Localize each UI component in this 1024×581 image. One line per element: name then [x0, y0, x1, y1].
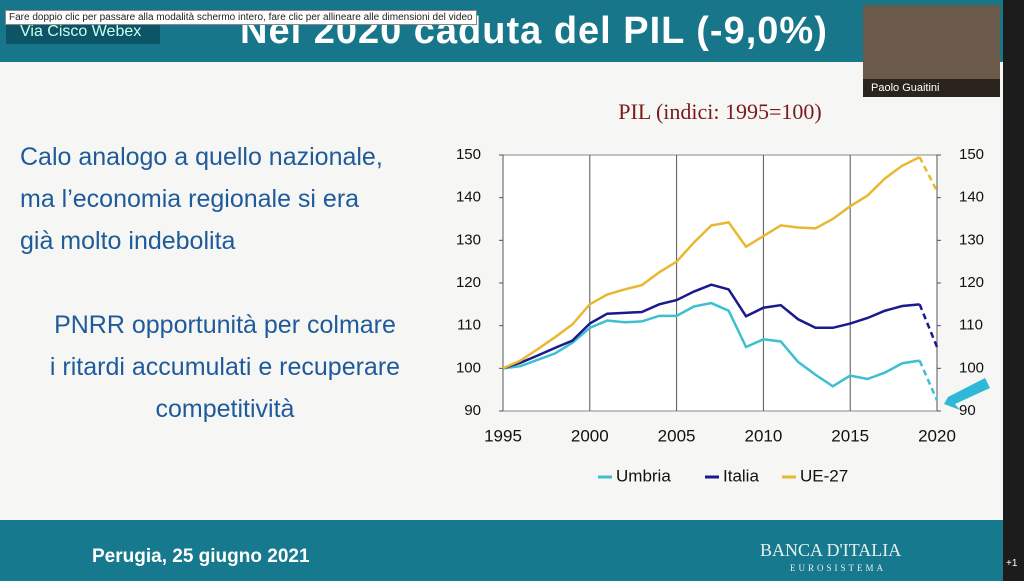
participant-name: Paolo Guaitini	[863, 79, 1000, 97]
series-line	[918, 360, 939, 401]
y2-tick-label: 100	[959, 359, 984, 376]
text-line: i ritardi accumulati e recuperare	[49, 353, 401, 381]
text-line: ma l’economia regionale si era	[20, 185, 360, 213]
arrow	[944, 378, 990, 410]
x-tick-label: 2020	[918, 426, 956, 445]
x-tick-label: 2010	[744, 426, 782, 445]
text-line: Calo analogo a quello nazionale,	[20, 143, 383, 171]
footer-date: Perugia, 25 giugno 2021	[92, 546, 310, 567]
legend-label: UE-27	[800, 466, 848, 485]
logo-sub: EUROSISTEMA	[790, 563, 887, 573]
x-tick-label: 2000	[571, 426, 609, 445]
x-tick-label: 2005	[658, 426, 696, 445]
series-line	[502, 156, 921, 370]
y2-tick-label: 120	[959, 274, 984, 291]
text-block: PNRR opportunità per colmare i ritardi a…	[20, 304, 430, 430]
badge[interactable]: +1	[1006, 558, 1018, 569]
slide: Nel 2020 caduta del PIL (-9,0%) Via Cisc…	[0, 0, 1003, 581]
text-line: PNRR opportunità per colmare	[54, 311, 396, 339]
y2-tick-label: 130	[959, 231, 984, 248]
y-tick-label: 150	[456, 146, 481, 163]
y2-tick-label: 90	[959, 402, 976, 419]
series-line	[502, 301, 920, 388]
series-line	[918, 303, 939, 348]
tooltip: Fare doppio clic per passare alla modali…	[5, 10, 477, 25]
text-block: Calo analogo a quello nazionale, ma l’ec…	[20, 136, 383, 262]
legend-label: Umbria	[616, 466, 671, 485]
text-line: competitività	[155, 395, 295, 423]
logo: BANCA D'ITALIA	[760, 540, 902, 560]
x-tick-label: 1995	[484, 426, 522, 445]
series-line	[918, 156, 939, 192]
y-tick-label: 90	[464, 402, 481, 419]
chart-title: PIL (indici: 1995=100)	[618, 99, 821, 124]
x-tick-label: 2015	[831, 426, 869, 445]
slide-footer	[0, 520, 1003, 581]
text-line: già molto indebolita	[20, 227, 236, 255]
chart: PIL (indici: 1995=100) 1995 2000 2005 2010 2…	[456, 99, 990, 485]
y2-tick-label: 110	[959, 317, 983, 334]
y-tick-label: 130	[456, 231, 481, 248]
legend-label: Italia	[723, 466, 759, 485]
y-tick-label: 120	[456, 274, 481, 291]
plot-area	[502, 154, 938, 412]
series-line	[502, 283, 920, 370]
y-tick-label: 110	[457, 317, 481, 334]
y-tick-label: 140	[456, 189, 481, 206]
y2-tick-label: 140	[959, 189, 984, 206]
y-tick-label: 100	[456, 359, 481, 376]
y2-tick-label: 150	[959, 146, 984, 163]
